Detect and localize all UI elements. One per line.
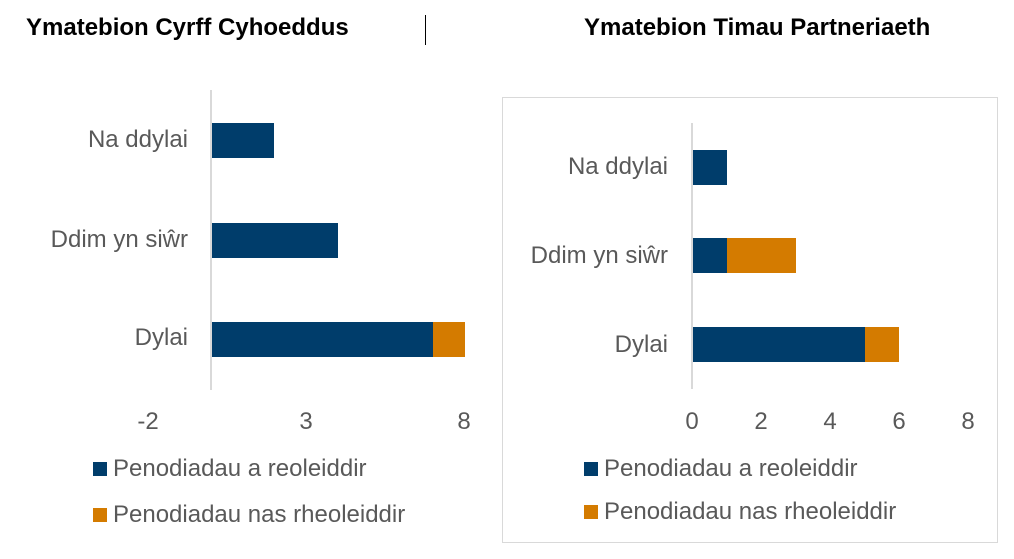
right-x-tick: 2 — [754, 408, 768, 435]
right-legend-regulated: Penodiadau a reoleiddir — [584, 455, 858, 483]
left-legend-regulated: Penodiadau a reoleiddir — [93, 455, 367, 483]
legend-swatch-navy — [93, 462, 107, 476]
right-bar-dylai-regulated — [693, 327, 865, 362]
right-legend-unregulated: Penodiadau nas rheoleiddir — [584, 498, 896, 526]
left-category-label: Ddim yn siŵr — [50, 226, 188, 253]
left-y-axis — [210, 90, 212, 390]
legend-swatch-orange — [584, 505, 598, 519]
left-chart-title: Ymatebion Cyrff Cyhoeddus — [26, 14, 349, 41]
left-x-tick: 3 — [299, 408, 313, 435]
legend-label: Penodiadau nas rheoleiddir — [113, 501, 406, 528]
legend-swatch-orange — [93, 508, 107, 522]
left-category-label: Dylai — [134, 324, 188, 351]
right-y-axis — [691, 123, 693, 389]
right-category-label: Na ddylai — [567, 153, 668, 180]
left-bar-ddim-regulated — [212, 223, 338, 258]
legend-label: Penodiadau a reoleiddir — [604, 455, 858, 482]
right-x-tick: 0 — [685, 408, 699, 435]
left-category-label: Na ddylai — [87, 126, 188, 153]
left-bar-na-ddylai-regulated — [212, 123, 274, 158]
right-x-tick: 6 — [892, 408, 906, 435]
left-bar-dylai-unregulated — [433, 322, 465, 357]
right-x-tick: 4 — [823, 408, 837, 435]
right-chart-title: Ymatebion Timau Partneriaeth — [584, 14, 931, 41]
right-bar-na-ddylai-regulated — [693, 150, 727, 185]
right-x-tick: 8 — [961, 408, 975, 435]
legend-swatch-navy — [584, 462, 598, 476]
left-bar-dylai-regulated — [212, 322, 433, 357]
title-divider — [425, 15, 426, 45]
legend-label: Penodiadau nas rheoleiddir — [604, 498, 897, 525]
right-bar-ddim-regulated — [693, 238, 727, 273]
legend-label: Penodiadau a reoleiddir — [113, 455, 367, 482]
left-x-tick: 8 — [457, 408, 471, 435]
right-chart-frame — [502, 97, 998, 543]
right-bar-ddim-unregulated — [727, 238, 796, 273]
right-bar-dylai-unregulated — [865, 327, 899, 362]
right-category-label: Ddim yn siŵr — [530, 242, 668, 269]
left-legend-unregulated: Penodiadau nas rheoleiddir — [93, 501, 405, 529]
right-category-label: Dylai — [614, 331, 668, 358]
left-x-tick: -2 — [137, 408, 159, 435]
